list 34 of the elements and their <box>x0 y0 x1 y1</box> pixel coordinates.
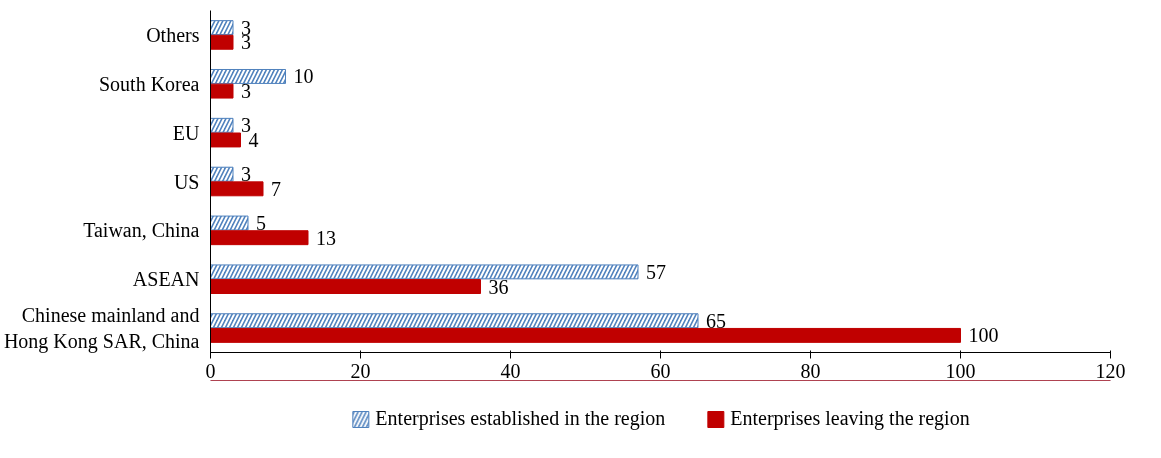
bar <box>210 34 234 50</box>
x-tick-label: 100 <box>945 359 976 382</box>
data-label: 5 <box>256 212 266 235</box>
y-tick-label: EU <box>172 121 201 144</box>
data-label: 65 <box>706 309 726 332</box>
bar <box>210 230 309 246</box>
y-tick-label: Chinese mainland and Hong Kong SAR, China <box>3 303 200 354</box>
bar <box>210 181 264 197</box>
data-label: 7 <box>271 177 281 200</box>
bar <box>210 327 961 343</box>
data-label: 57 <box>646 260 666 283</box>
x-tick-label: 40 <box>500 359 521 382</box>
y-tick-label: US <box>173 170 200 193</box>
bar <box>210 279 481 295</box>
bar <box>210 83 234 99</box>
data-label: 13 <box>316 226 336 249</box>
y-tick-label: ASEAN <box>132 268 200 291</box>
y-tick-label: Others <box>146 23 200 46</box>
legend-label: Enterprises leaving the region <box>730 407 970 430</box>
y-tick-label: South Korea <box>98 72 200 95</box>
data-label: 10 <box>293 65 314 88</box>
data-label: 36 <box>488 275 509 298</box>
x-tick-label: 60 <box>650 359 671 382</box>
data-label: 3 <box>241 80 251 103</box>
data-label: 100 <box>968 324 999 347</box>
x-tick-label: 80 <box>800 359 821 382</box>
y-tick-label: Taiwan, China <box>83 219 200 242</box>
x-tick-label: 0 <box>205 359 216 382</box>
data-label: 3 <box>241 163 251 186</box>
data-label: 3 <box>241 114 251 137</box>
bar <box>210 132 241 148</box>
x-tick-label: 20 <box>350 359 371 382</box>
x-tick-label: 120 <box>1095 359 1126 382</box>
legend-label: Enterprises established in the region <box>375 407 666 430</box>
